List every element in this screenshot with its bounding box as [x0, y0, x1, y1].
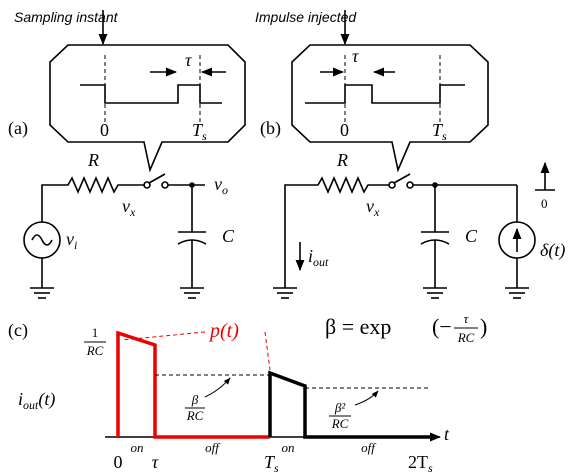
bubble-a: [49, 44, 246, 173]
text-part: 2T: [408, 452, 428, 472]
label: 0: [340, 120, 349, 140]
text-part: o: [222, 183, 228, 197]
text-part: out: [23, 398, 39, 412]
text-part: T: [192, 120, 204, 140]
label: 0: [541, 196, 548, 211]
text-part: i: [18, 389, 23, 409]
text-part: i: [308, 246, 313, 266]
text-part: s: [274, 461, 279, 474]
formula: (−: [432, 314, 452, 339]
label: δ(t): [540, 240, 565, 261]
text-part: v: [122, 196, 130, 216]
text-part: v: [66, 229, 74, 249]
text-part: T: [264, 452, 276, 472]
label: R: [87, 150, 99, 170]
label: 0: [100, 120, 109, 140]
bubble-b: [291, 44, 489, 173]
label: RC: [86, 343, 104, 358]
caption: Impulse injected: [255, 9, 357, 25]
label: off: [205, 440, 221, 455]
label: R: [336, 150, 348, 170]
label: p(t): [208, 320, 239, 342]
label: vx: [122, 196, 136, 219]
label: off: [361, 440, 377, 455]
label: C: [465, 226, 478, 246]
label: RC: [331, 416, 349, 431]
panel-label: (c): [8, 320, 28, 341]
formula: τ: [464, 311, 470, 326]
circuit-b: [273, 161, 555, 299]
formula: β = exp: [325, 314, 391, 339]
label: on: [282, 440, 295, 455]
label: vo: [214, 174, 228, 197]
text-part: s: [202, 129, 207, 143]
label: Ts: [192, 120, 207, 143]
text-part: T: [432, 120, 444, 140]
label: t: [444, 424, 450, 444]
label: vx: [366, 196, 380, 219]
text-part: out: [313, 255, 329, 269]
label: RC: [186, 408, 204, 423]
label: τ: [185, 50, 192, 70]
label: τ: [352, 46, 359, 66]
text-part: x: [373, 205, 380, 219]
waveform: [105, 330, 442, 442]
panel-label: (b): [260, 118, 281, 139]
text-part: v: [214, 174, 222, 194]
text-part: x: [129, 205, 136, 219]
text-part: v: [366, 196, 374, 216]
label: 2Ts: [408, 452, 433, 474]
label: 0: [114, 452, 123, 472]
text-part: (t): [38, 389, 55, 410]
text-part: s: [428, 461, 433, 474]
formula: RC: [457, 330, 475, 345]
text-part: i: [74, 238, 77, 252]
label: 1: [92, 325, 99, 340]
label: Ts: [432, 120, 447, 143]
label: β: [191, 392, 199, 407]
panel-label: (a): [8, 118, 28, 139]
label: C: [222, 226, 235, 246]
caption: Sampling instant: [14, 9, 119, 25]
label: vi: [66, 229, 77, 252]
axis-label: iout(t): [18, 389, 55, 412]
label: on: [131, 440, 144, 455]
formula: ): [480, 314, 487, 339]
label: β²: [334, 400, 346, 415]
label: iout: [308, 246, 329, 269]
text-part: s: [442, 129, 447, 143]
label: τ: [152, 452, 159, 472]
circuit-a: [23, 173, 207, 299]
label: Ts: [264, 452, 279, 474]
